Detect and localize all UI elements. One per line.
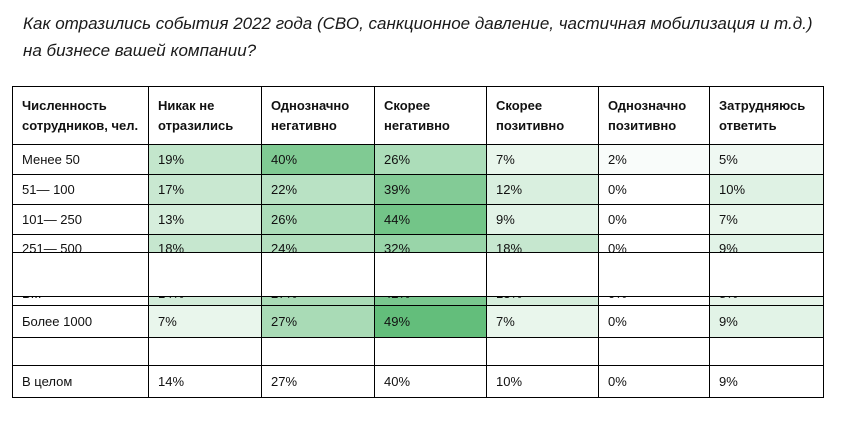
clipped-row: 251— 500 18% 24% 32% 18% 0% 9%	[13, 235, 823, 252]
heat-cell: 26%	[374, 144, 487, 175]
heat-cell: 0%	[598, 297, 710, 305]
row-label: Более 1000	[12, 305, 149, 338]
table-row: Более 1000 7% 27% 49% 7% 0% 9%	[12, 305, 824, 338]
heat-cell: 40%	[261, 144, 375, 175]
heat-cell: 14%	[148, 297, 262, 305]
row-label: Менее 50	[12, 144, 149, 175]
heat-cell: 39%	[374, 174, 487, 205]
heat-cell: 44%	[374, 204, 487, 235]
heat-cell: 0%	[598, 305, 710, 338]
column-header: Однозначно негативно	[261, 86, 375, 145]
table-row-clipped: 251— 500 18% 24% 32% 18% 0% 9%	[12, 234, 824, 253]
heat-cell: 19%	[148, 144, 262, 175]
row-label: 251— 500	[13, 235, 149, 252]
heat-cell: 9%	[709, 305, 824, 338]
header-row: Численность сотрудников, чел. Никак не о…	[12, 86, 824, 145]
heat-cell: 13%	[486, 297, 599, 305]
row-label: 101— 250	[12, 204, 149, 235]
heat-cell: 5%	[709, 144, 824, 175]
row-label: В...	[13, 297, 149, 305]
column-header: Затрудняюсь ответить	[709, 86, 824, 145]
heat-cell: 27%	[261, 305, 375, 338]
row-label: 51— 100	[12, 174, 149, 205]
heat-cell: 9%	[709, 235, 823, 252]
heat-cell: 10%	[709, 174, 824, 205]
total-cell: 14%	[148, 365, 262, 398]
heat-cell: 0%	[598, 204, 710, 235]
total-cell: 10%	[486, 365, 599, 398]
heat-cell: 22%	[261, 174, 375, 205]
heat-cell: 49%	[374, 305, 487, 338]
table-row-clipped: В... 14% 27% 42% 13% 0% 8%	[12, 296, 824, 306]
total-cell: 0%	[598, 365, 710, 398]
column-header: Однозначно позитивно	[598, 86, 710, 145]
heat-cell: 7%	[486, 144, 599, 175]
heat-cell: 7%	[709, 204, 824, 235]
column-header: Никак не отразились	[148, 86, 262, 145]
heat-cell: 18%	[486, 235, 599, 252]
heat-cell: 32%	[374, 235, 487, 252]
results-table: Численность сотрудников, чел. Никак не о…	[12, 86, 824, 398]
table-row: 101— 250 13% 26% 44% 9% 0% 7%	[12, 204, 824, 235]
heat-cell: 13%	[148, 204, 262, 235]
heat-cell: 0%	[598, 235, 710, 252]
heat-cell: 12%	[486, 174, 599, 205]
column-header: Скорее негативно	[374, 86, 487, 145]
table-row: Менее 50 19% 40% 26% 7% 2% 5%	[12, 144, 824, 175]
heat-cell: 24%	[261, 235, 375, 252]
clipped-row: В... 14% 27% 42% 13% 0% 8%	[13, 297, 823, 305]
table-row: 51— 100 17% 22% 39% 12% 0% 10%	[12, 174, 824, 205]
total-cell: 9%	[709, 365, 824, 398]
heat-cell: 7%	[486, 305, 599, 338]
heat-cell: 17%	[148, 174, 262, 205]
heat-cell: 7%	[148, 305, 262, 338]
total-label: В целом	[12, 365, 149, 398]
heat-cell: 27%	[261, 297, 375, 305]
heat-cell: 9%	[486, 204, 599, 235]
survey-question: Как отразились события 2022 года (СВО, с…	[23, 14, 813, 60]
total-cell: 27%	[261, 365, 375, 398]
heat-cell: 8%	[709, 297, 823, 305]
total-cell: 40%	[374, 365, 487, 398]
blank-row	[12, 252, 824, 297]
heat-cell: 18%	[148, 235, 262, 252]
column-header: Скорее позитивно	[486, 86, 599, 145]
row-header: Численность сотрудников, чел.	[12, 86, 149, 145]
total-row: В целом 14% 27% 40% 10% 0% 9%	[12, 365, 824, 398]
heat-cell: 42%	[374, 297, 487, 305]
heat-cell: 2%	[598, 144, 710, 175]
results-table-wrap: Численность сотрудников, чел. Никак не о…	[12, 86, 824, 398]
blank-row	[12, 337, 824, 366]
heat-cell: 0%	[598, 174, 710, 205]
heat-cell: 26%	[261, 204, 375, 235]
